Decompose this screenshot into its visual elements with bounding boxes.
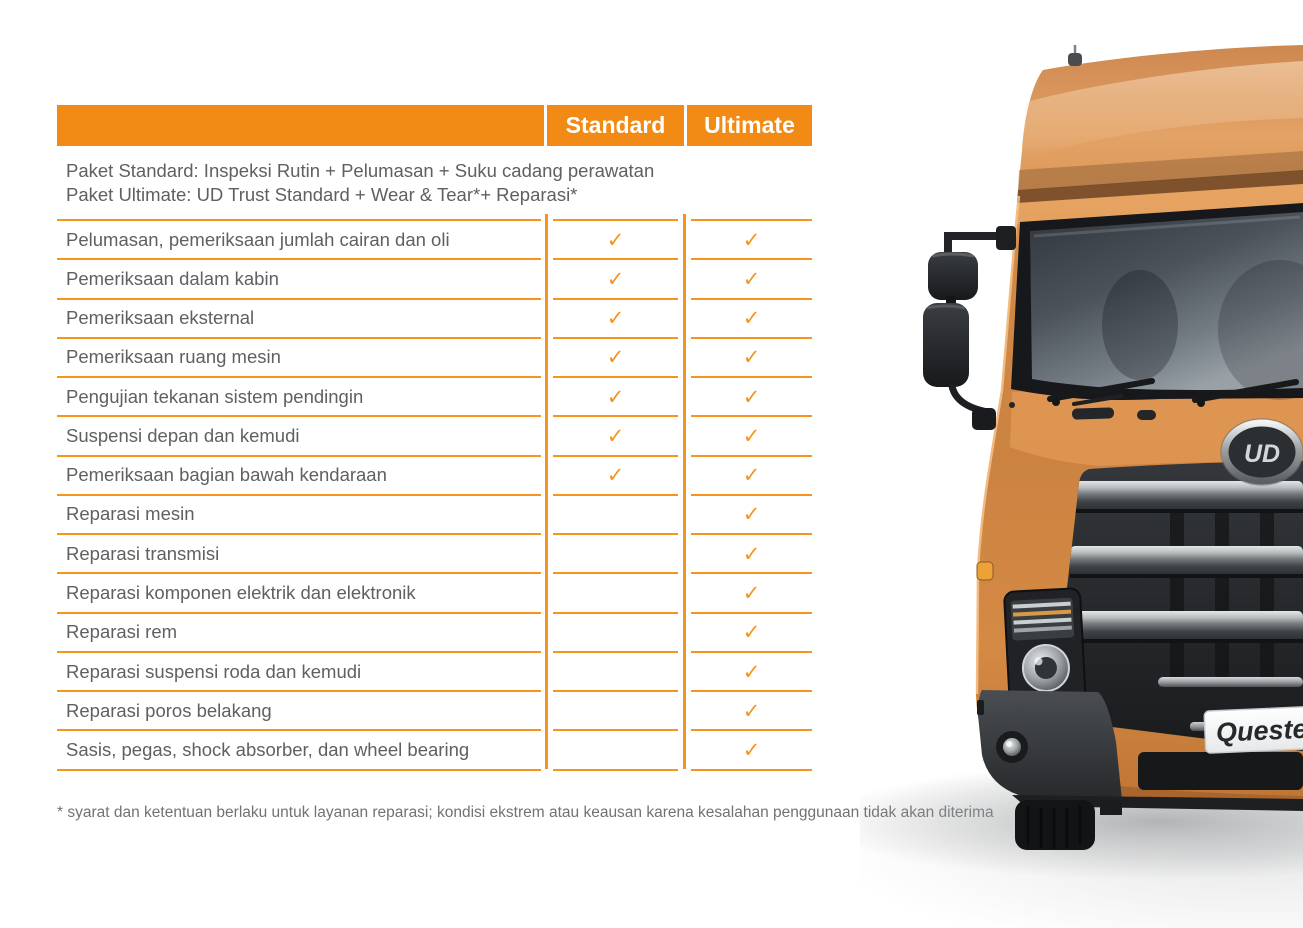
quester-badge-label: Quester [1215,713,1303,747]
ud-logo-label: UD [1244,440,1280,468]
package-description: Paket Standard: Inspeksi Rutin + Pelumas… [57,146,812,219]
standard-check-cell: ✓ [553,336,678,376]
table-row: Pemeriksaan dalam kabin ✓ ✓ [57,258,812,297]
column-divider-2 [683,214,686,769]
standard-check-cell [553,768,678,771]
truck-image: Quester UD [860,45,1303,928]
table-row: Reparasi transmisi ✓ [57,533,812,572]
front-wheel [1015,800,1122,850]
row-label: Pengujian tekanan sistem pendingin [57,376,541,415]
row-label: Pemeriksaan eksternal [57,297,541,337]
service-comparison-table: Standard Ultimate Paket Standard: Inspek… [57,105,812,771]
standard-check-cell [553,611,678,651]
ultimate-check-cell: ✓ [691,493,812,533]
windshield-glass [1030,212,1303,390]
table-row: Pemeriksaan bagian bawah kendaraan ✓ ✓ [57,454,812,494]
table-body: Pelumasan, pemeriksaan jumlah cairan dan… [57,214,812,771]
side-marker-lamp [976,561,994,581]
standard-check-cell [553,572,678,611]
ultimate-check-cell [691,768,812,771]
row-label: Pemeriksaan dalam kabin [57,258,541,297]
standard-check-cell [553,729,678,768]
table-row: Sasis, pegas, shock absorber, dan wheel … [57,729,812,768]
table-row: Reparasi poros belakang ✓ [57,690,812,729]
table-row: Pengujian tekanan sistem pendingin ✓ ✓ [57,376,812,415]
ultimate-check-cell: ✓ [691,415,812,454]
ultimate-check-cell: ✓ [691,533,812,572]
row-label: Suspensi depan dan kemudi [57,415,541,454]
fog-light-icon [996,731,1028,763]
bumper-air-slot [1138,752,1303,790]
table-row: Reparasi suspensi roda dan kemudi ✓ [57,650,812,690]
standard-check-cell: ✓ [553,454,678,494]
ud-logo-icon: UD [1220,418,1303,486]
bumper-corner [978,690,1122,800]
row-label: Pemeriksaan bagian bawah kendaraan [57,454,541,494]
table-row: Reparasi mesin ✓ [57,493,812,533]
mirror-assembly [923,226,1016,430]
ultimate-check-cell: ✓ [691,336,812,376]
row-label: Reparasi rem [57,611,541,651]
row-label: Sasis, pegas, shock absorber, dan wheel … [57,729,541,768]
quester-badge: Quester [1203,705,1303,754]
ultimate-check-cell: ✓ [691,611,812,651]
row-label: Reparasi transmisi [57,533,541,572]
standard-check-cell [553,533,678,572]
ultimate-check-cell: ✓ [691,219,812,258]
header-spacer [57,105,544,146]
table-row: Pemeriksaan eksternal ✓ ✓ [57,297,812,337]
header-ultimate: Ultimate [684,105,812,146]
row-label: Reparasi poros belakang [57,690,541,729]
standard-check-cell [553,650,678,690]
row-label: Reparasi mesin [57,493,541,533]
ultimate-check-cell: ✓ [691,729,812,768]
row-label: Pemeriksaan ruang mesin [57,336,541,376]
standard-check-cell [553,690,678,729]
row-label: Pelumasan, pemeriksaan jumlah cairan dan… [57,219,541,258]
row-label [57,768,541,771]
table-row: Reparasi komponen elektrik dan elektroni… [57,572,812,611]
standard-check-cell: ✓ [553,258,678,297]
header-standard: Standard [544,105,684,146]
row-label: Reparasi komponen elektrik dan elektroni… [57,572,541,611]
standard-check-cell: ✓ [553,415,678,454]
ultimate-check-cell: ✓ [691,454,812,494]
ultimate-check-cell: ✓ [691,376,812,415]
table-row: Reparasi rem ✓ [57,611,812,651]
wiper-icon [1047,378,1299,407]
grille-slats [1070,481,1303,731]
ultimate-check-cell: ✓ [691,650,812,690]
table-header: Standard Ultimate [57,105,812,146]
table-row: Suspensi depan dan kemudi ✓ ✓ [57,415,812,454]
table-row: Pelumasan, pemeriksaan jumlah cairan dan… [57,219,812,258]
table-row: Pemeriksaan ruang mesin ✓ ✓ [57,336,812,376]
package-description-line1: Paket Standard: Inspeksi Rutin + Pelumas… [66,160,655,181]
standard-check-cell: ✓ [553,297,678,337]
row-label: Reparasi suspensi roda dan kemudi [57,650,541,690]
package-description-line2: Paket Ultimate: UD Trust Standard + Wear… [66,184,578,205]
ultimate-check-cell: ✓ [691,258,812,297]
ultimate-check-cell: ✓ [691,690,812,729]
footnote: * syarat dan ketentuan berlaku untuk lay… [57,804,994,821]
standard-check-cell: ✓ [553,376,678,415]
ultimate-check-cell: ✓ [691,297,812,337]
ultimate-check-cell: ✓ [691,572,812,611]
column-divider-1 [545,214,548,769]
standard-check-cell [553,493,678,533]
standard-check-cell: ✓ [553,219,678,258]
